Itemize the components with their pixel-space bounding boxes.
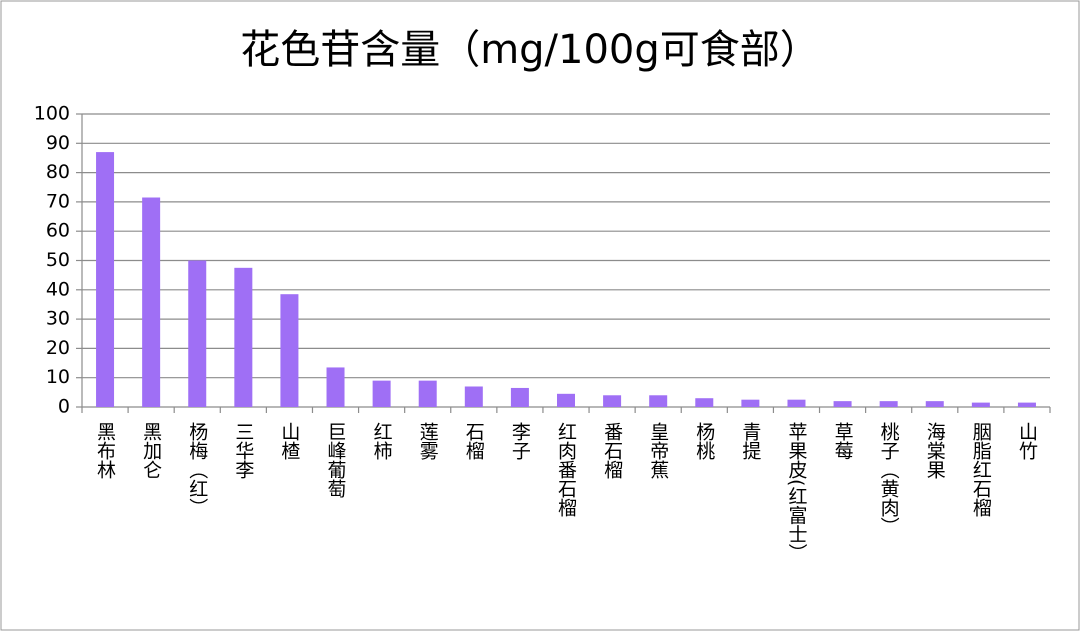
x-tick-label: 黑布林: [94, 422, 116, 479]
bar: [1017, 402, 1036, 407]
bar: [326, 367, 345, 407]
y-tick-label: 0: [58, 396, 70, 418]
bar: [971, 402, 990, 407]
x-tick-label: 番石榴: [601, 422, 623, 479]
x-tick-label: 石榴: [463, 422, 485, 460]
x-tick-label: 莲雾: [417, 422, 439, 460]
bar: [741, 399, 760, 407]
y-tick-label: 80: [46, 161, 70, 183]
bar: [695, 398, 714, 407]
y-tick-label: 10: [46, 366, 70, 388]
bar: [418, 380, 437, 407]
bar: [787, 399, 806, 407]
y-tick-label: 20: [46, 337, 70, 359]
x-tick-label: 皇帝蕉: [647, 422, 669, 479]
x-tick-label: 桃子（黄肉）: [878, 422, 900, 536]
chart-title: 花色苷含量（mg/100g可食部）: [240, 27, 820, 73]
y-tick-label: 90: [46, 132, 70, 154]
bar: [142, 197, 161, 407]
bar: [649, 395, 668, 407]
x-tick-label: 李子: [509, 422, 531, 460]
y-tick-label: 60: [46, 220, 70, 242]
x-tick-label: 海棠果: [924, 422, 946, 479]
bar: [510, 387, 529, 407]
x-tick-label: 苹果皮(红富士）: [785, 422, 807, 563]
y-tick-label: 70: [46, 190, 70, 212]
y-tick-label: 30: [46, 308, 70, 330]
y-tick-label: 40: [46, 278, 70, 300]
bar: [603, 395, 622, 407]
x-tick-label: 黑加仑: [140, 422, 162, 479]
bar: [833, 401, 852, 407]
bar: [557, 393, 575, 407]
x-tick-label: 山楂: [278, 422, 300, 460]
x-tick-label: 杨梅（红）: [186, 422, 208, 517]
bar: [879, 401, 898, 407]
x-tick-label: 青提: [739, 422, 761, 460]
x-tick-label: 胭脂红石榴: [970, 422, 992, 517]
x-tick-label: 巨峰葡萄: [325, 422, 347, 499]
x-tick-label: 三华李: [232, 422, 254, 479]
bar: [280, 294, 299, 407]
bar: [96, 152, 115, 407]
x-tick-label: 草莓: [832, 422, 854, 460]
bar: [188, 260, 207, 407]
bar: [925, 401, 944, 407]
x-tick-label: 杨桃: [693, 422, 715, 460]
bar: [464, 386, 483, 407]
x-tick-label: 红肉番石榴: [555, 422, 577, 517]
x-tick-label: 山竹: [1016, 422, 1038, 460]
bar: [372, 380, 391, 407]
y-tick-label: 100: [34, 103, 70, 125]
y-tick-label: 50: [46, 249, 70, 271]
x-tick-label: 红柿: [371, 422, 393, 460]
bar: [234, 267, 253, 407]
